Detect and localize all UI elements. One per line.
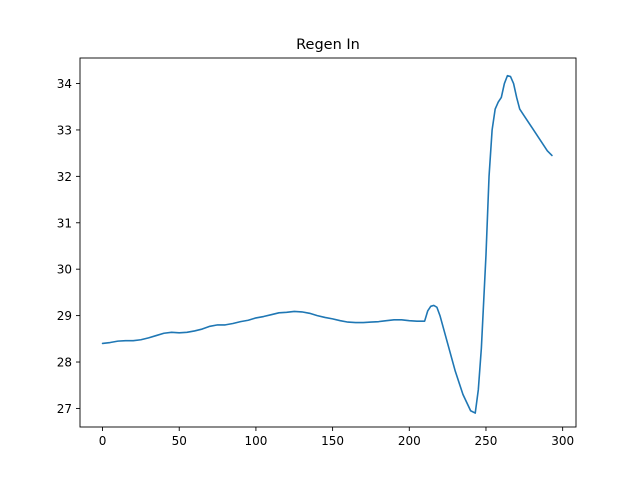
chart-title: Regen In: [296, 37, 360, 53]
y-tick-label: 28: [57, 356, 72, 370]
y-tick-label: 33: [57, 123, 72, 137]
x-tick-label: 300: [551, 434, 574, 448]
y-tick-label: 27: [57, 402, 72, 416]
x-tick-label: 0: [99, 434, 107, 448]
y-tick-label: 30: [57, 263, 72, 277]
x-tick-label: 100: [244, 434, 267, 448]
x-tick-label: 50: [172, 434, 187, 448]
x-tick-label: 250: [475, 434, 498, 448]
x-tick-label: 200: [398, 434, 421, 448]
y-tick-label: 34: [57, 77, 72, 91]
x-tick-label: 150: [321, 434, 344, 448]
y-tick-label: 29: [57, 309, 72, 323]
y-tick-label: 31: [57, 216, 72, 230]
y-tick-label: 32: [57, 170, 72, 184]
